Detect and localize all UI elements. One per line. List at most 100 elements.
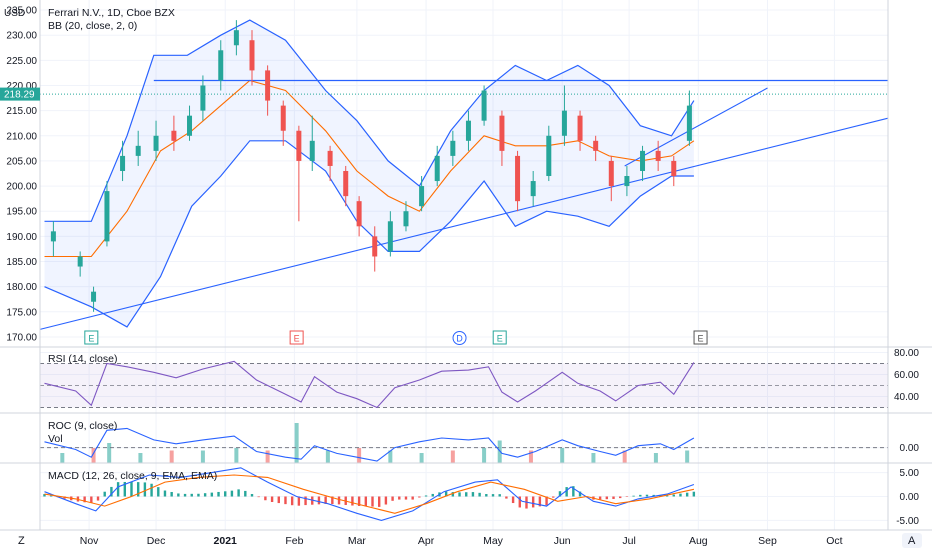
candles-group (50, 20, 692, 312)
macd-histogram-bar (572, 486, 575, 497)
macd-histogram-bar (451, 492, 455, 497)
volume-bar (234, 448, 239, 463)
macd-histogram-bar (143, 482, 147, 497)
macd-histogram-bar (692, 491, 696, 497)
macd-histogram-bar (485, 494, 488, 497)
candle-body (450, 140, 456, 156)
macd-histogram-bar (625, 496, 629, 497)
volume-bar (388, 450, 393, 463)
x-tick-label: Aug (689, 535, 708, 547)
y-tick-label: 0.00 (900, 492, 920, 503)
event-label: E (698, 334, 704, 344)
earnings-marker[interactable] (289, 330, 304, 345)
volume-bar (138, 453, 143, 463)
macd-histogram-bar (203, 493, 207, 497)
macd-histogram-bar (331, 496, 334, 505)
macd-histogram-bar (190, 493, 193, 497)
y-tick-label: 180.00 (6, 282, 37, 293)
macd-histogram-bar (505, 496, 508, 499)
earnings-marker[interactable] (492, 330, 507, 345)
macd-signal-line (44, 474, 695, 514)
y-tick-label: 230.00 (6, 31, 37, 42)
y-tick-label: 190.00 (6, 232, 37, 243)
macd-histogram-bar (224, 491, 227, 497)
macd-histogram-bar (659, 495, 662, 497)
trendline-short[interactable] (624, 87, 768, 167)
candle-body (515, 155, 521, 202)
macd-histogram-bar (250, 494, 254, 497)
bb-legend[interactable]: BB (20, close, 2, 0) (48, 20, 137, 32)
macd-histogram-bar (210, 492, 214, 497)
zoom-reset-button[interactable]: Z (18, 535, 25, 547)
candle-body (249, 40, 255, 71)
volume-bar (482, 448, 487, 463)
candle-body (465, 120, 471, 141)
candle-body (171, 130, 177, 141)
volume-bar (560, 448, 565, 463)
macd-histogram-bar (645, 494, 649, 497)
macd-histogram-bar (531, 496, 535, 508)
macd-histogram-bar (612, 496, 615, 499)
candle-body (265, 70, 271, 101)
macd-histogram-bar (491, 494, 495, 497)
macd-histogram-bar (398, 496, 401, 500)
macd-histogram-bar (157, 487, 160, 497)
last-price-tag: 218.29 (0, 87, 40, 101)
vol-legend[interactable]: Vol (48, 433, 63, 445)
macd-histogram-bar (337, 496, 341, 505)
volume-bar (60, 453, 65, 463)
volume-bars (60, 423, 690, 463)
macd-histogram-bar (197, 493, 200, 497)
macd-histogram-bar (297, 496, 301, 506)
event-label: E (88, 334, 94, 344)
macd-histogram-bar (264, 496, 267, 501)
candle-body (200, 85, 206, 111)
earnings-marker[interactable] (84, 330, 99, 345)
trendline-support[interactable] (39, 117, 889, 330)
x-tick-label: May (483, 535, 504, 547)
volume-bar (169, 450, 174, 463)
bollinger-middle-line (44, 79, 695, 258)
macd-histogram-bar (665, 495, 669, 497)
macd-histogram-bar (384, 496, 388, 505)
macd-histogram-bar (558, 491, 562, 497)
y-tick-label: 220.00 (6, 81, 37, 92)
symbol-title[interactable]: Ferrari N.V., 1D, Cboe BZX (48, 7, 175, 19)
candle-body (372, 236, 378, 257)
macd-histogram-bar (90, 496, 93, 504)
earnings-marker[interactable] (693, 330, 708, 345)
rsi-legend[interactable]: RSI (14, close) (48, 353, 117, 365)
macd-histogram-bar (411, 496, 414, 500)
x-tick-label: Jun (554, 535, 571, 547)
y-tick-label: 175.00 (6, 307, 37, 318)
macd-histogram-bar (230, 490, 234, 497)
z-button-label[interactable]: Z (18, 535, 25, 547)
volume-bar (91, 448, 96, 463)
macd-histogram-bar (639, 494, 642, 497)
candle-body (327, 150, 333, 166)
x-axis: Nov Dec 2021 Feb Mar Apr May Jun Jul Aug Sep Oct (80, 535, 843, 547)
x-tick-label: Oct (826, 535, 842, 547)
macd-histogram-bar (130, 481, 133, 497)
dividend-marker[interactable] (452, 331, 467, 345)
y-axes: 170.00 175.00 180.00 185.00 190.00 195.00 200.… (6, 6, 919, 527)
macd-histogram-bar (304, 496, 307, 506)
volume-bar (591, 453, 596, 463)
macd-histogram-bar (418, 496, 421, 498)
auto-scale-button[interactable]: A (902, 533, 922, 548)
a-button-label[interactable]: A (908, 535, 916, 547)
macd-histogram-bar (317, 496, 321, 505)
macd-legend[interactable]: MACD (12, 26, close, 9, EMA, EMA) (48, 470, 217, 482)
y-tick-label: 0.00 (900, 443, 920, 454)
roc-legend[interactable]: ROC (9, close) (48, 420, 117, 432)
y-tick-label: 215.00 (6, 106, 37, 117)
candle-body (233, 30, 239, 46)
macd-histogram-bar (431, 493, 434, 497)
macd-histogram-bar (351, 496, 354, 506)
event-label: E (497, 334, 503, 344)
macd-histogram-bar (49, 495, 53, 497)
macd-histogram-bar (83, 496, 86, 503)
event-label: E (294, 334, 300, 344)
y-tick-label: 80.00 (894, 348, 919, 359)
